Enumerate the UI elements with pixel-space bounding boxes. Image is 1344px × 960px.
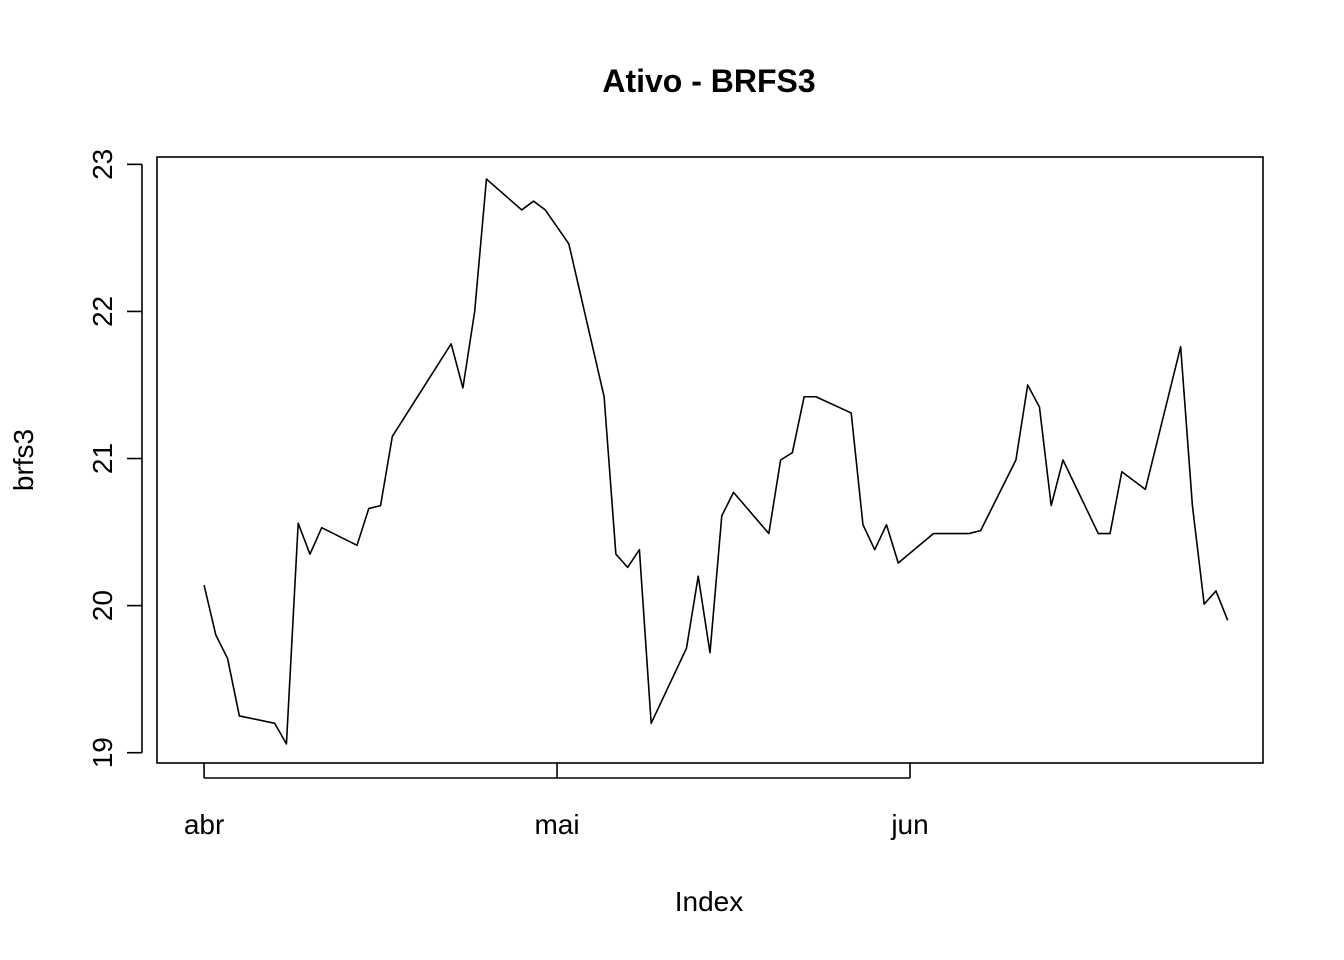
x-tick-label: jun <box>890 809 928 840</box>
x-tick-label: mai <box>534 809 579 840</box>
y-axis-label: brfs3 <box>8 429 39 491</box>
x-axis-label: Index <box>675 886 744 917</box>
y-tick-label: 22 <box>87 296 118 327</box>
plot-box <box>156 156 1264 764</box>
y-tick-label: 19 <box>87 737 118 768</box>
y-axis: 19 20 21 22 23 <box>87 149 143 768</box>
y-tick-label: 23 <box>87 149 118 180</box>
series-line-brfs3 <box>203 178 1229 745</box>
y-tick-label: 21 <box>87 443 118 474</box>
chart-title: Ativo - BRFS3 <box>602 63 815 99</box>
x-axis: abr mai jun <box>184 763 929 840</box>
x-tick-label: abr <box>184 809 224 840</box>
y-tick-label: 20 <box>87 590 118 621</box>
